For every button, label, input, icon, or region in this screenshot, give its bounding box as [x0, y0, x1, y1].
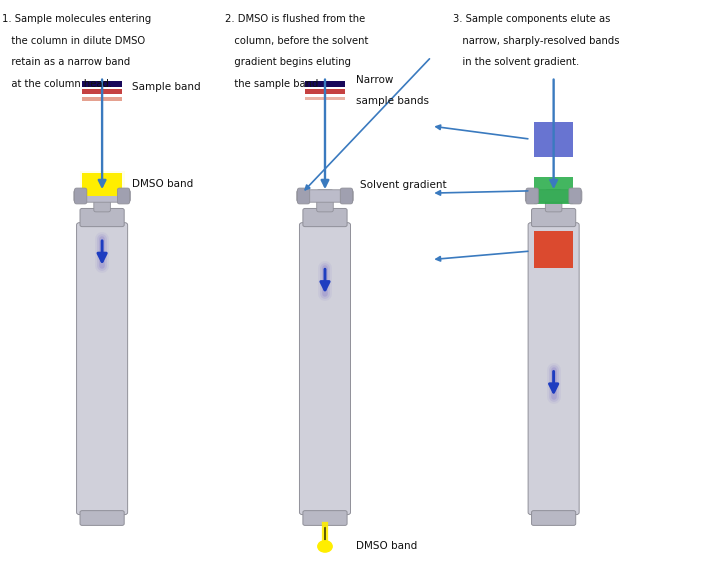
FancyBboxPatch shape: [303, 511, 347, 525]
FancyBboxPatch shape: [76, 223, 127, 515]
FancyBboxPatch shape: [80, 208, 124, 227]
Text: sample bands: sample bands: [356, 96, 429, 106]
FancyBboxPatch shape: [299, 223, 351, 515]
Text: gradient begins eluting: gradient begins eluting: [224, 57, 351, 68]
Text: narrow, sharply-resolved bands: narrow, sharply-resolved bands: [454, 36, 620, 46]
FancyBboxPatch shape: [545, 190, 562, 212]
FancyBboxPatch shape: [298, 188, 310, 204]
Bar: [534, 232, 573, 268]
FancyBboxPatch shape: [303, 208, 347, 227]
FancyBboxPatch shape: [93, 190, 111, 212]
FancyBboxPatch shape: [531, 511, 576, 525]
Bar: [534, 177, 573, 204]
Text: Sample band: Sample band: [132, 82, 200, 92]
Text: DMSO band: DMSO band: [132, 179, 193, 189]
FancyBboxPatch shape: [75, 188, 87, 204]
Text: in the solvent gradient.: in the solvent gradient.: [454, 57, 580, 68]
Text: column, before the solvent: column, before the solvent: [224, 36, 368, 46]
FancyBboxPatch shape: [531, 208, 576, 227]
Text: Solvent gradient: Solvent gradient: [360, 180, 446, 190]
Text: at the column head.: at the column head.: [1, 79, 112, 89]
Circle shape: [318, 541, 332, 552]
Text: the column in dilute DMSO: the column in dilute DMSO: [1, 36, 145, 46]
FancyBboxPatch shape: [74, 190, 130, 202]
FancyBboxPatch shape: [316, 190, 334, 212]
Bar: [83, 81, 122, 87]
Text: Narrow: Narrow: [356, 74, 393, 85]
FancyBboxPatch shape: [340, 188, 352, 204]
Text: 1. Sample molecules entering: 1. Sample molecules entering: [1, 14, 151, 24]
Text: the sample band.: the sample band.: [224, 79, 321, 89]
Bar: [83, 173, 122, 196]
FancyBboxPatch shape: [569, 188, 581, 204]
Text: 3. Sample components elute as: 3. Sample components elute as: [454, 14, 610, 24]
Bar: [80, 171, 124, 198]
Bar: [83, 97, 122, 101]
Text: DMSO band: DMSO band: [356, 541, 417, 552]
FancyBboxPatch shape: [80, 511, 124, 525]
Text: retain as a narrow band: retain as a narrow band: [1, 57, 130, 68]
Bar: [306, 98, 344, 100]
FancyBboxPatch shape: [528, 223, 580, 515]
FancyBboxPatch shape: [297, 190, 353, 202]
Bar: [534, 122, 573, 157]
FancyBboxPatch shape: [526, 190, 582, 202]
Bar: [306, 81, 344, 87]
FancyBboxPatch shape: [117, 188, 129, 204]
FancyBboxPatch shape: [526, 188, 539, 204]
Text: 2. DMSO is flushed from the: 2. DMSO is flushed from the: [224, 14, 365, 24]
Bar: [306, 89, 344, 94]
Bar: [83, 89, 122, 94]
